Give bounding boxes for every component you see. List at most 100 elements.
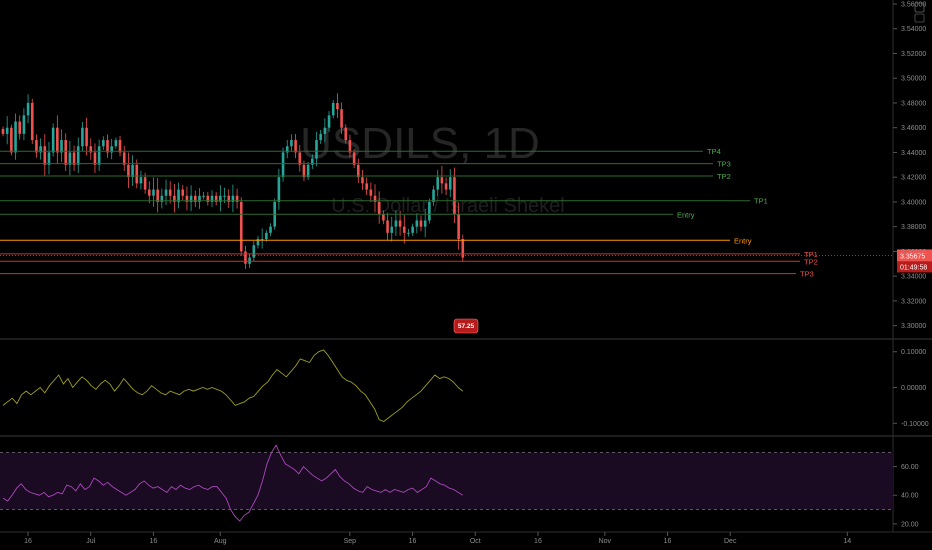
candle-body [369,189,373,196]
candle-body [97,146,101,165]
price-tick-label: 3.48000 [901,100,926,107]
candle-body [47,152,51,165]
candle-body [373,195,377,202]
candle-body [43,146,47,165]
candle-body [311,158,314,165]
candle-body [198,195,201,202]
candle-body [336,102,339,110]
candle-body [193,195,197,202]
candle-body [444,183,448,190]
candle-body [185,195,189,202]
time-axis[interactable]: 16 Jul 16 Aug Sep 16 Oct 16 Nov 16 Dec 14 [24,532,851,545]
candlestick-series [1,93,465,269]
candle-body [294,140,297,153]
candle-body [432,189,435,202]
rsi-line [2,444,464,522]
price-tick-label: 3.40000 [901,199,926,206]
candle-body [235,195,239,202]
osc-tick-label: 0.00000 [901,385,926,392]
candle-body [189,195,193,202]
candle-body [302,164,306,178]
candle-body [285,146,289,153]
candle-body [340,109,343,128]
orange-level-label: Entry [734,236,752,245]
candle-body [135,164,139,184]
candle-body [76,146,80,165]
candle-body [252,245,256,258]
rsi-tick-label: 60.00 [901,464,919,471]
price-tick-label: 3.30000 [901,323,926,330]
candle-body [202,195,205,197]
candle-body [110,146,113,153]
candle-body [248,257,251,264]
current-price-badge [897,249,932,262]
price-tick-label: 3.54000 [901,26,926,33]
price-axis[interactable]: 3.30000 3.32000 3.34000 3.36000 3.38000 3.400… [893,2,926,331]
candle-body [402,226,406,233]
candle-body [85,127,88,147]
time-tick-label: 16 [150,538,158,545]
green-level-label: TP1 [754,197,768,206]
price-tick-label: 3.32000 [901,298,926,305]
candle-body [428,201,431,221]
green-level-label: TP4 [707,147,721,156]
candle-body [139,177,143,184]
candle-body [298,152,302,165]
time-tick-label: Dec [724,538,737,545]
candle-body [72,152,76,165]
candle-body [56,127,59,153]
price-tick-label: 3.50000 [901,76,926,83]
candle-body [223,195,226,197]
price-tick-label: 3.56000 [901,2,926,9]
candle-body [1,128,5,134]
candle-body [319,133,322,141]
svg-text:57.25: 57.25 [458,323,475,330]
candle-body [419,220,423,227]
candle-body [181,189,185,196]
time-tick-label: 14 [843,538,851,545]
candle-body [390,226,394,233]
candle-body [10,127,13,153]
time-tick-label: Sep [344,538,357,545]
osc-tick-label: 0.10000 [901,349,926,356]
candle-body [239,201,243,252]
oscillator-line [2,349,464,423]
rsi-tick-label: 40.00 [901,493,919,500]
candle-body [407,232,410,234]
candle-body [348,140,352,153]
candle-body [377,201,381,215]
candle-body [269,226,272,233]
candle-body [398,220,402,227]
candle-body [265,232,268,240]
settings-icon[interactable] [914,2,925,13]
trade-levels[interactable]: TP4TP3TP2TP1EntryEntryTP1TP2TP33.3567501… [0,147,932,279]
candle-body [323,127,327,134]
candle-body [173,195,176,202]
candle-body [168,189,172,196]
candle-body [227,195,231,202]
candle-body [177,189,180,202]
candle-body [22,115,26,134]
candle-body [143,177,147,190]
candle-body [18,121,22,134]
candle-body [214,195,218,202]
time-tick-label: Aug [214,538,227,545]
candle-body [453,177,456,215]
candle-body [114,140,118,147]
candle-body [256,239,260,246]
candle-body [327,115,331,128]
collapse-icon[interactable] [914,13,925,23]
candle-body [106,140,109,153]
rsi-pane: 60.00 40.00 20.00 [0,444,919,528]
osc-tick-label: -0.10000 [901,421,929,428]
candle-body [5,127,9,134]
time-tick-label: 16 [409,538,417,545]
candle-body [277,177,281,202]
alert-badge[interactable]: 57.25 [453,318,479,334]
time-tick-label: Nov [599,538,612,545]
candle-body [219,195,222,202]
candle-body [386,220,389,233]
rsi-tick-label: 20.00 [901,521,919,528]
symbol-watermark: USDILS, 1D [300,119,540,168]
